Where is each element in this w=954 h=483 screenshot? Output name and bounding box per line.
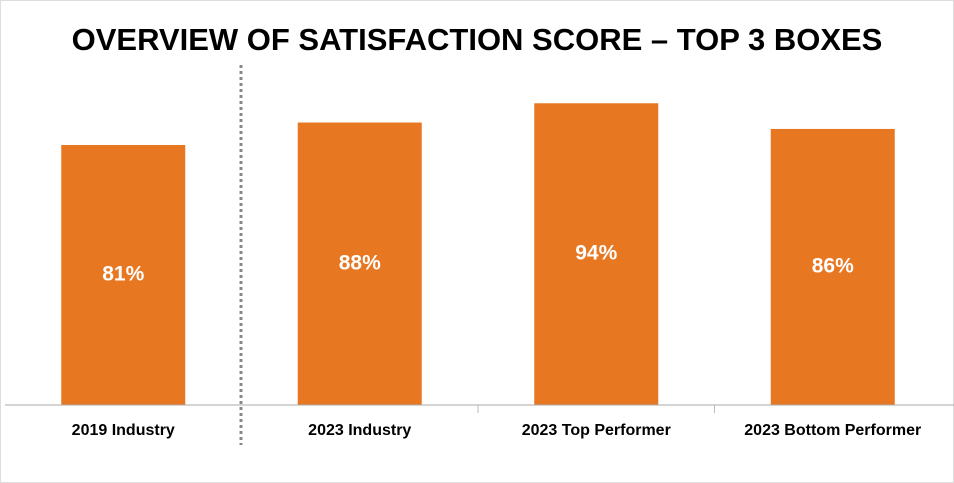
bar <box>61 144 186 406</box>
bar <box>297 122 422 406</box>
value-label: 94% <box>575 242 617 265</box>
x-tick-label: 2023 Bottom Performer <box>744 422 921 439</box>
bar <box>770 128 895 405</box>
value-label: 86% <box>812 255 854 278</box>
value-label: 81% <box>102 263 144 286</box>
bar <box>534 103 659 405</box>
chart-title: OVERVIEW OF SATISFACTION SCORE – TOP 3 B… <box>72 22 883 57</box>
x-tick-label: 2023 Top Performer <box>522 422 671 439</box>
value-label: 88% <box>339 251 381 274</box>
x-tick-label: 2023 Industry <box>308 422 411 439</box>
x-tick-label: 2019 Industry <box>72 422 175 439</box>
